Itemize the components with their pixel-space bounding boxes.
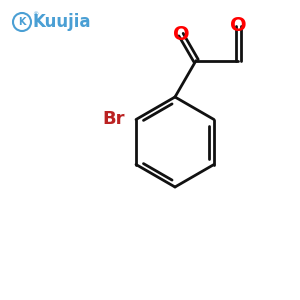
- Text: Kuujia: Kuujia: [33, 13, 92, 31]
- Text: Br: Br: [103, 110, 125, 128]
- Text: ®: ®: [32, 13, 38, 17]
- Text: O: O: [173, 25, 189, 44]
- Text: K: K: [18, 17, 26, 27]
- Text: O: O: [230, 16, 246, 35]
